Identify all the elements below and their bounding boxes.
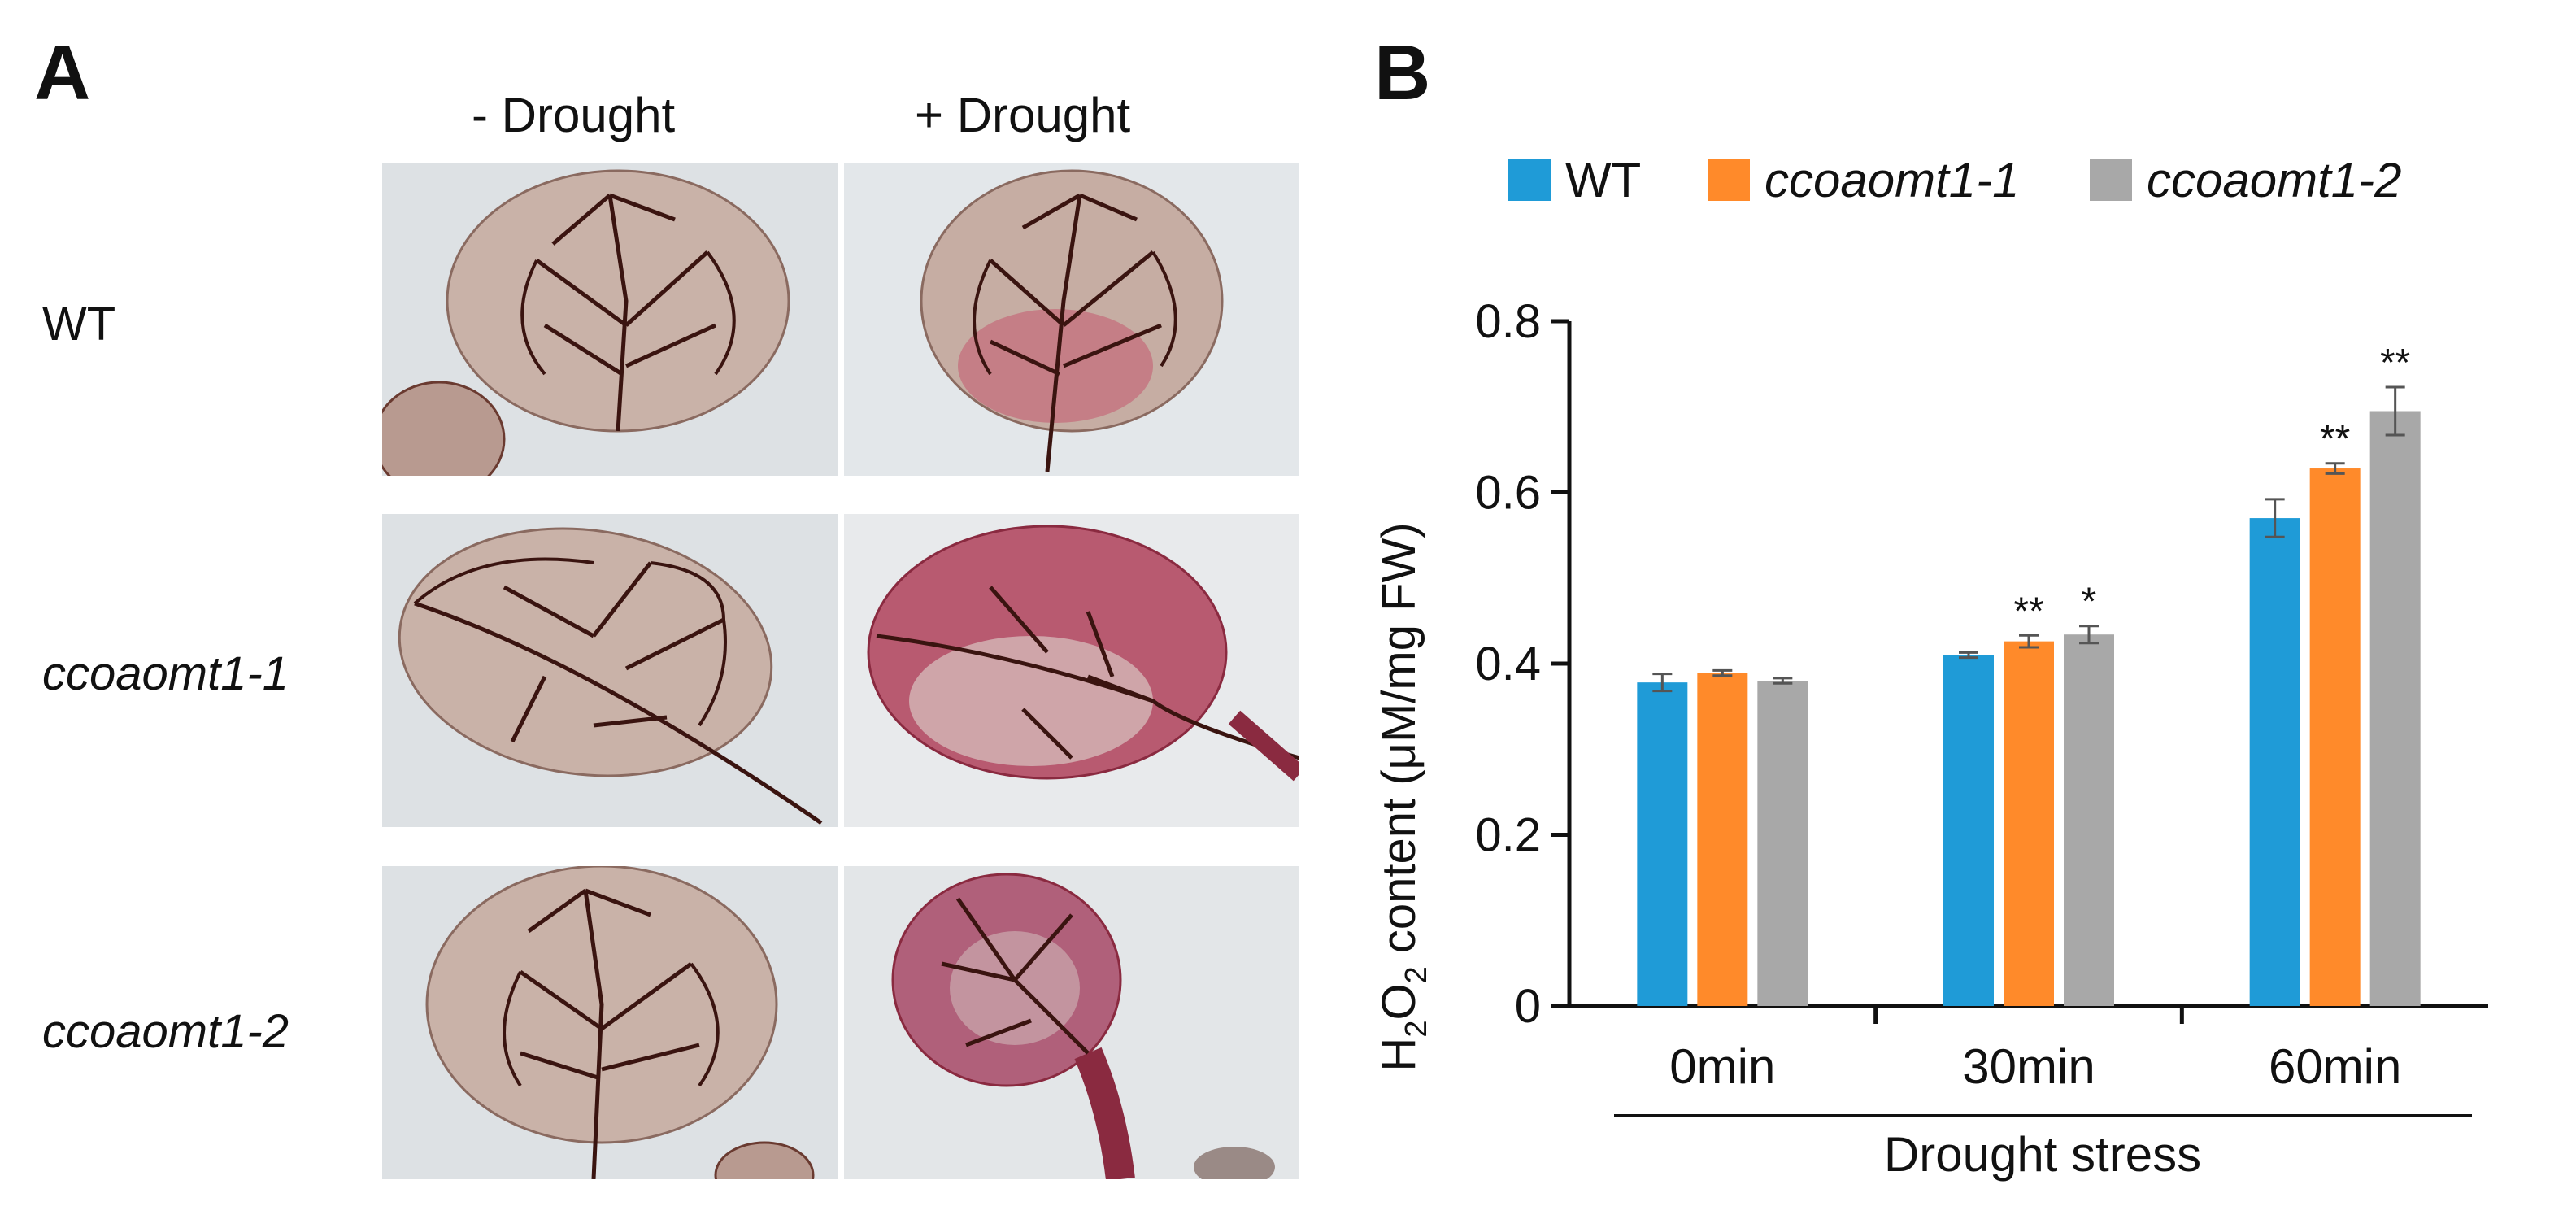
- significance-label: **: [2013, 590, 2043, 633]
- y-axis-title-rest: content (μM/mg FW): [1373, 522, 1425, 966]
- bar: [2064, 634, 2114, 1006]
- significance-label: **: [2320, 418, 2350, 461]
- x-ticks: 0min 30min 60min: [1669, 1006, 2401, 1094]
- y-axis-title: H2O2 content (μM/mg FW): [1373, 522, 1434, 1071]
- bar: [2309, 468, 2361, 1006]
- x-tick-label: 30min: [1962, 1039, 2095, 1094]
- significance-label: **: [2380, 342, 2410, 385]
- legend-label-ccoaomt1-1: ccoaomt1-1: [1764, 153, 2019, 207]
- bar: [2004, 641, 2054, 1006]
- legend-item-wt: WT: [1508, 153, 1641, 207]
- column-header-plus-drought: + Drought: [915, 88, 1131, 142]
- legend-swatch-ccoaomt1-1: [1708, 159, 1750, 201]
- x-axis-title: Drought stress: [1884, 1127, 2201, 1182]
- legend-label-wt: WT: [1565, 153, 1641, 207]
- y-axis-title-sub2a: 2: [1399, 1021, 1434, 1038]
- legend-swatch-ccoaomt1-2: [2090, 159, 2132, 201]
- y-ticks: 0 0.2 0.4 0.6 0.8: [1475, 295, 1569, 1033]
- leaf-photo-ccoaomt1-1-control: [382, 514, 838, 827]
- row-label-ccoaomt1-1: ccoaomt1-1: [42, 647, 289, 700]
- y-tick-label: 0.2: [1475, 809, 1541, 862]
- y-tick-label: 0.8: [1475, 295, 1541, 348]
- panel-b-label: B: [1374, 29, 1431, 116]
- bar: [2369, 411, 2421, 1006]
- bar: [2249, 518, 2300, 1006]
- bar: [1757, 681, 1808, 1006]
- significance-label: *: [2082, 581, 2097, 624]
- row-label-wt: WT: [42, 298, 116, 351]
- bars: ** *****: [1637, 342, 2421, 1006]
- leaf-photo-wt-control: [382, 163, 838, 476]
- y-axis-title-h: H: [1373, 1038, 1425, 1072]
- y-tick-label: 0.4: [1475, 638, 1541, 690]
- x-tick-label: 0min: [1669, 1039, 1775, 1094]
- legend-item-ccoaomt1-1: ccoaomt1-1: [1708, 153, 2019, 207]
- legend: WT ccoaomt1-1 ccoaomt1-2: [1508, 153, 2401, 207]
- row-label-ccoaomt1-2: ccoaomt1-2: [42, 1005, 289, 1058]
- legend-item-ccoaomt1-2: ccoaomt1-2: [2090, 153, 2401, 207]
- legend-swatch-wt: [1508, 159, 1551, 201]
- y-tick-label: 0: [1515, 980, 1541, 1033]
- leaf-photo-ccoaomt1-1-drought: [844, 514, 1299, 827]
- leaf-photo-wt-drought: [844, 163, 1299, 476]
- leaf-photo-ccoaomt1-2-control: [382, 866, 838, 1179]
- y-tick-label: 0.6: [1475, 467, 1541, 520]
- legend-label-ccoaomt1-2: ccoaomt1-2: [2147, 153, 2401, 207]
- column-header-minus-drought: - Drought: [472, 88, 676, 142]
- bar: [1943, 655, 1994, 1006]
- leaf-photo-ccoaomt1-2-drought: [844, 866, 1299, 1179]
- bar: [1637, 682, 1688, 1006]
- y-axis-title-sub2b: 2: [1399, 966, 1434, 983]
- y-axis-title-o: O: [1373, 983, 1425, 1020]
- x-tick-label: 60min: [2269, 1039, 2401, 1094]
- bar-chart: WT ccoaomt1-1 ccoaomt1-2 H2O2 content (μ…: [1373, 153, 2488, 1182]
- bar: [1697, 673, 1748, 1006]
- panel-a-label: A: [34, 29, 91, 116]
